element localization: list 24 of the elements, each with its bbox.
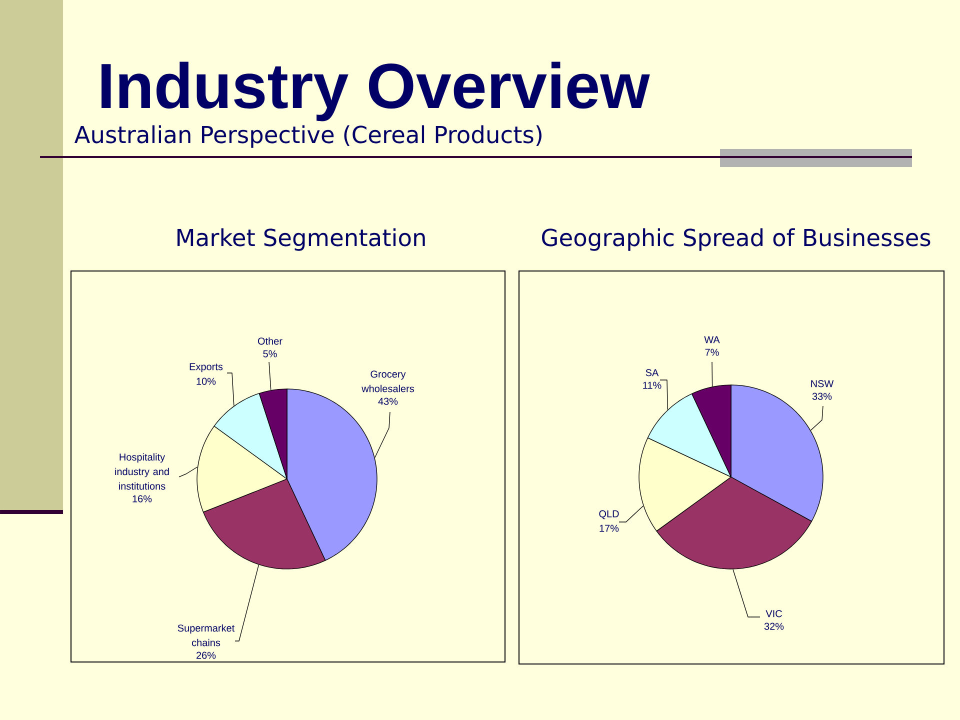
slice-label: VIC [766, 610, 782, 618]
data-label: 32% [764, 622, 784, 630]
data-label: 5% [263, 350, 277, 358]
chart-title: Geographic Spread of Businesses [542, 228, 930, 251]
slice-label: NSW [811, 380, 834, 388]
chart-title: Market Segmentation [178, 228, 425, 251]
text: Australian Perspective (Cereal Products) [74, 125, 542, 148]
data-label: 16% [132, 495, 152, 502]
data-label: 26% [196, 652, 216, 659]
slice-label: Other [258, 337, 282, 345]
slice-label: SA [646, 369, 659, 376]
text: Industry Overview [102, 62, 650, 122]
slice-label: Hospitality industry and institutions [115, 453, 169, 490]
slice-label: Supermarket chains [178, 624, 235, 646]
data-label: 11% [643, 382, 662, 389]
data-label: 10% [196, 378, 216, 385]
slice-label: Grocery wholesalers [362, 370, 414, 392]
data-label: 17% [600, 524, 619, 532]
slice-label: QLD [599, 510, 619, 520]
data-label: 43% [378, 398, 398, 405]
slice-label: WA [704, 336, 720, 344]
data-label: 33% [812, 392, 832, 400]
data-label: 7% [705, 348, 719, 356]
slice-label: Exports [190, 363, 223, 372]
